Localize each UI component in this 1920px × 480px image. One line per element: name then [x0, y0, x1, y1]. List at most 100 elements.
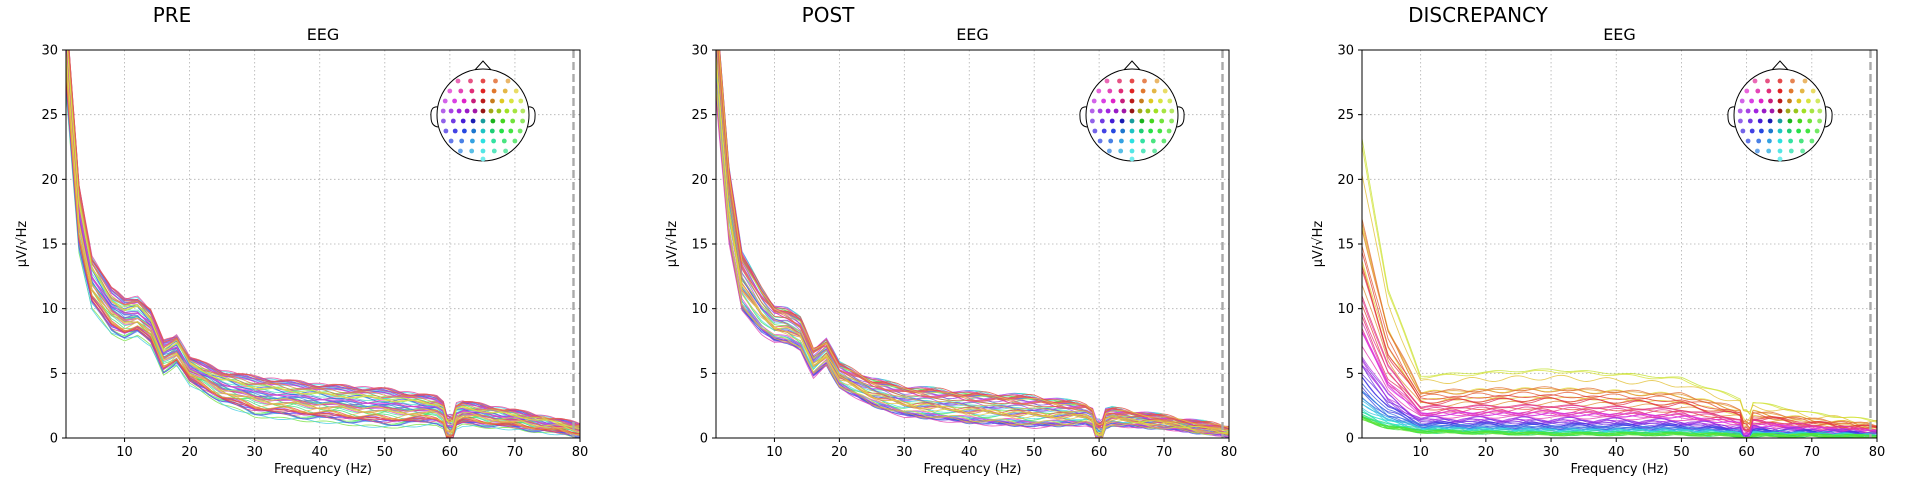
x-tick-label: 80 — [1869, 445, 1886, 460]
sensor-dot — [1157, 128, 1163, 134]
sensor-dot — [1785, 108, 1791, 114]
sensor-dot — [1761, 108, 1767, 114]
y-tick-label: 15 — [691, 238, 708, 253]
x-tick-label: 40 — [311, 445, 328, 460]
sensor-dot — [456, 108, 462, 114]
sensor-dot — [1796, 128, 1801, 134]
sensor-dot — [508, 128, 514, 134]
sensor-dot — [462, 128, 467, 134]
x-tick-label: 40 — [961, 445, 978, 460]
y-axis-label: µV/√Hz — [1311, 221, 1326, 268]
sensor-dot — [1092, 128, 1098, 134]
channel-line — [1362, 229, 1877, 428]
panel-pre: PRE EEG 10 20 30 40 50 60 70 80 0 5 10 15 20 25 30 Freque… — [15, 3, 588, 477]
sensor-dot — [1140, 138, 1145, 144]
sensor-dot — [443, 128, 449, 134]
sensor-dot — [1759, 128, 1764, 134]
sensor-dot — [1089, 108, 1095, 114]
spectrum-lines — [716, 50, 1229, 438]
channel-line — [718, 50, 1229, 430]
panel-discrepancy: DISCREPANCY EEG 10 20 30 40 50 60 70 80 0 5 10 15 20 25… — [1311, 3, 1885, 477]
sensor-dot — [1110, 98, 1116, 104]
sensor-dot — [1118, 88, 1124, 94]
channel-line — [1362, 145, 1877, 423]
sensor-dot — [520, 118, 525, 124]
sensor-dot — [1749, 128, 1755, 134]
sensor-dot — [1140, 88, 1146, 94]
channel-line — [68, 50, 580, 425]
channel-line — [66, 50, 580, 429]
sensor-dot — [1129, 156, 1135, 162]
sensor-dot — [1787, 118, 1793, 124]
channel-line — [719, 50, 1229, 428]
channel-line — [1362, 222, 1877, 427]
sensor-dot — [1801, 108, 1807, 114]
sensor-dot — [509, 98, 514, 104]
sensor-dot — [1777, 148, 1783, 154]
sensor-dot — [1119, 118, 1125, 124]
channel-line — [1362, 304, 1877, 432]
sensor-dot — [500, 118, 506, 124]
sensor-dot — [1815, 98, 1821, 104]
x-tick-label: 20 — [1478, 445, 1495, 460]
sensor-topomap — [430, 60, 536, 162]
sensor-dot — [1810, 88, 1816, 94]
nose-outline — [1770, 60, 1790, 72]
axes-title: EEG — [1603, 25, 1636, 44]
channel-line — [1362, 298, 1877, 432]
channel-line — [1362, 312, 1877, 434]
channel-line — [716, 84, 1229, 437]
y-tick-label: 20 — [691, 173, 708, 188]
sensor-dot — [1113, 108, 1119, 114]
sensor-dot — [458, 88, 464, 94]
channel-line — [66, 90, 580, 438]
x-tick-label: 10 — [766, 445, 783, 460]
sensor-dot — [440, 108, 446, 114]
channel-line — [1362, 358, 1877, 438]
sensor-dot — [1786, 128, 1792, 134]
y-tick-label: 5 — [1346, 367, 1354, 382]
sensor-dot — [447, 88, 453, 94]
left-ear-outline — [1079, 106, 1088, 128]
sensor-dot — [480, 138, 486, 144]
channel-line — [1362, 418, 1877, 438]
sensor-dot — [1777, 156, 1783, 162]
sensor-dot — [496, 108, 502, 114]
sensor-dot — [1097, 108, 1103, 114]
sensor-dot — [1090, 118, 1095, 124]
channel-line — [1362, 330, 1877, 437]
sensor-dot — [1149, 118, 1155, 124]
sensor-dot — [1793, 108, 1799, 114]
channel-line — [66, 91, 580, 438]
sensor-dot — [1159, 118, 1165, 124]
sensor-dot — [1739, 98, 1745, 104]
channel-line — [1362, 360, 1877, 438]
sensor-dot — [518, 98, 524, 104]
sensor-dot — [1765, 78, 1770, 84]
sensor-dot — [1117, 78, 1122, 84]
sensor-dot — [1768, 128, 1774, 134]
sensor-dot — [1814, 128, 1820, 134]
y-tick-label: 15 — [1337, 238, 1354, 253]
sensor-dot — [1747, 118, 1753, 124]
sensor-dot — [1099, 118, 1105, 124]
channel-line — [718, 50, 1229, 428]
sensor-dot — [1755, 148, 1760, 154]
panel-title: PRE — [153, 3, 192, 27]
channel-line — [716, 57, 1229, 435]
x-tick-label: 20 — [831, 445, 848, 460]
sensor-topomap — [1079, 60, 1185, 162]
sensor-dot — [1096, 88, 1102, 94]
sensor-dot — [1802, 78, 1808, 84]
sensor-dot — [512, 108, 518, 114]
sensor-dot — [499, 128, 504, 134]
sensor-dot — [1101, 128, 1107, 134]
sensor-dot — [1129, 88, 1135, 94]
sensor-dot — [452, 98, 457, 104]
y-axis-label: µV/√Hz — [665, 221, 680, 268]
sensor-dot — [441, 118, 446, 124]
sensor-dot — [1154, 78, 1160, 84]
sensor-dot — [469, 88, 475, 94]
y-tick-label: 0 — [50, 432, 58, 447]
sensor-dot — [1138, 128, 1144, 134]
